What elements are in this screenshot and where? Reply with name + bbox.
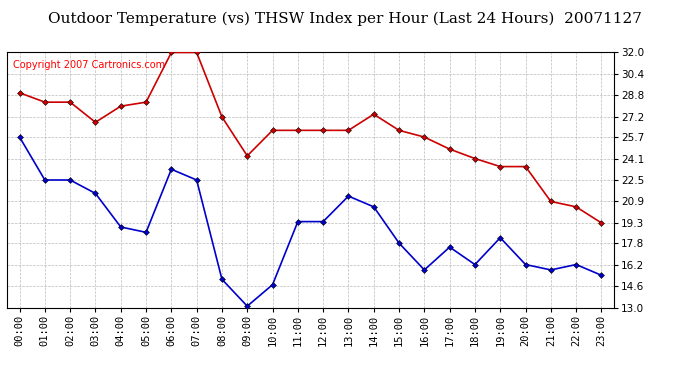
Text: Copyright 2007 Cartronics.com: Copyright 2007 Cartronics.com <box>13 60 165 70</box>
Text: Outdoor Temperature (vs) THSW Index per Hour (Last 24 Hours)  20071127: Outdoor Temperature (vs) THSW Index per … <box>48 11 642 26</box>
